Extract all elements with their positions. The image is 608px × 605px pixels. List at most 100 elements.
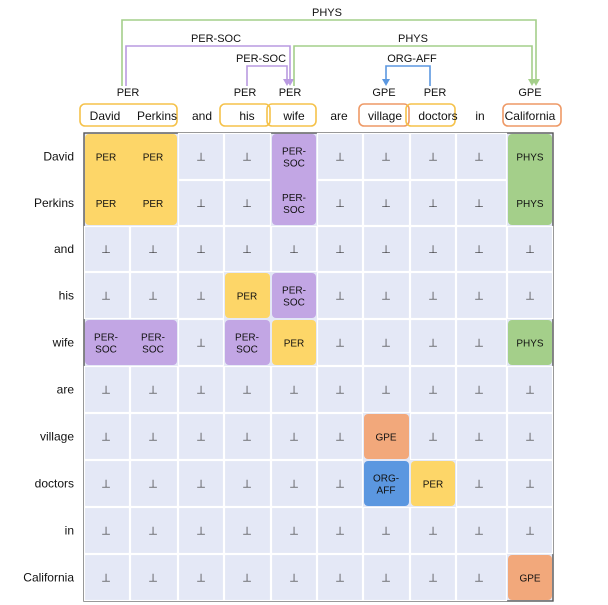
empty-relation-symbol: ⊥ — [101, 291, 111, 303]
empty-relation-symbol: ⊥ — [335, 573, 345, 585]
relation-label: ORG-AFF — [387, 53, 437, 65]
empty-relation-symbol: ⊥ — [428, 198, 438, 210]
relation-label: PER-SOC — [191, 33, 241, 45]
empty-cell — [362, 365, 411, 414]
sentence-word: village — [368, 109, 402, 123]
matrix-row-label: wife — [52, 336, 75, 350]
empty-relation-symbol: ⊥ — [381, 573, 391, 585]
empty-cell — [409, 412, 457, 461]
empty-relation-symbol: ⊥ — [101, 573, 111, 585]
empty-relation-symbol: ⊥ — [101, 244, 111, 256]
matrix-block-per — [411, 461, 455, 506]
empty-cell — [362, 506, 411, 555]
empty-cell — [177, 412, 225, 461]
matrix-cell-label: PER — [143, 199, 164, 210]
empty-relation-symbol: ⊥ — [289, 432, 299, 444]
empty-relation-symbol: ⊥ — [289, 479, 299, 491]
empty-relation-symbol: ⊥ — [525, 385, 535, 397]
empty-relation-symbol: ⊥ — [148, 385, 158, 397]
empty-relation-symbol: ⊥ — [335, 385, 345, 397]
matrix-cell-label: PHYS — [516, 153, 544, 164]
matrix-block-per — [85, 134, 177, 225]
empty-cell — [455, 225, 508, 273]
matrix-row-label: are — [57, 383, 75, 397]
empty-cell — [409, 553, 457, 602]
empty-cell — [316, 225, 364, 273]
empty-relation-symbol: ⊥ — [525, 526, 535, 538]
empty-cell — [83, 271, 131, 320]
empty-cell — [316, 459, 364, 508]
sentence-word: wife — [282, 109, 305, 123]
empty-relation-symbol: ⊥ — [381, 244, 391, 256]
empty-cell — [177, 225, 225, 273]
empty-cell — [129, 412, 179, 461]
matrix-cell-label: PER — [96, 153, 117, 164]
empty-relation-symbol: ⊥ — [428, 526, 438, 538]
empty-cell — [316, 412, 364, 461]
sentence-word: Perkins — [137, 109, 177, 123]
empty-cell — [177, 365, 225, 414]
empty-relation-symbol: ⊥ — [148, 244, 158, 256]
empty-cell — [409, 365, 457, 414]
empty-relation-symbol: ⊥ — [196, 244, 206, 256]
relation-label: PHYS — [398, 33, 428, 45]
empty-cell — [223, 459, 272, 508]
empty-relation-symbol: ⊥ — [428, 152, 438, 164]
empty-cell — [129, 365, 179, 414]
empty-cell — [129, 553, 179, 602]
empty-cell — [270, 412, 318, 461]
empty-cell — [83, 365, 131, 414]
empty-cell — [83, 506, 131, 555]
relation-arc-per-soc: PER-SOC — [236, 53, 291, 86]
matrix-block-phys — [508, 320, 552, 365]
empty-cell — [506, 412, 554, 461]
matrix-row-label: doctors — [35, 477, 74, 491]
empty-cell — [270, 459, 318, 508]
empty-relation-symbol: ⊥ — [335, 338, 345, 350]
empty-relation-symbol: ⊥ — [148, 432, 158, 444]
empty-cell — [223, 132, 272, 181]
empty-cell — [409, 318, 457, 367]
empty-relation-symbol: ⊥ — [242, 573, 252, 585]
empty-relation-symbol: ⊥ — [474, 432, 484, 444]
empty-cell — [455, 365, 508, 414]
matrix-block-per — [225, 273, 270, 318]
empty-cell — [455, 459, 508, 508]
empty-cell — [506, 365, 554, 414]
empty-cell — [455, 318, 508, 367]
matrix-block-per-soc — [272, 273, 316, 318]
entity-type-label: PER — [424, 87, 447, 99]
matrix-cell-label: PER — [423, 480, 444, 491]
matrix-block-per-soc — [85, 320, 177, 365]
empty-relation-symbol: ⊥ — [101, 479, 111, 491]
empty-cell — [223, 412, 272, 461]
entity-type-label: PER — [117, 87, 140, 99]
empty-relation-symbol: ⊥ — [428, 338, 438, 350]
empty-cell — [362, 271, 411, 320]
empty-relation-symbol: ⊥ — [381, 385, 391, 397]
empty-relation-symbol: ⊥ — [381, 338, 391, 350]
empty-cell — [129, 506, 179, 555]
empty-relation-symbol: ⊥ — [148, 573, 158, 585]
empty-relation-symbol: ⊥ — [335, 432, 345, 444]
empty-relation-symbol: ⊥ — [335, 244, 345, 256]
empty-cell — [83, 412, 131, 461]
empty-cell — [455, 412, 508, 461]
empty-cell — [223, 506, 272, 555]
empty-relation-symbol: ⊥ — [381, 152, 391, 164]
empty-cell — [270, 365, 318, 414]
empty-cell — [506, 459, 554, 508]
empty-cell — [129, 225, 179, 273]
empty-cell — [270, 553, 318, 602]
entity-type-label: GPE — [372, 87, 395, 99]
sentence-word: are — [330, 109, 348, 123]
matrix-row-label: California — [23, 571, 74, 585]
empty-relation-symbol: ⊥ — [474, 291, 484, 303]
sentence-words: David Perkins and his wife are village doctors i… — [90, 109, 556, 123]
matrix-row-label: village — [40, 430, 74, 444]
empty-relation-symbol: ⊥ — [525, 244, 535, 256]
empty-relation-symbol: ⊥ — [242, 479, 252, 491]
empty-relation-symbol: ⊥ — [196, 152, 206, 164]
matrix-cell-label: PER-SOC — [235, 333, 259, 356]
empty-relation-symbol: ⊥ — [242, 385, 252, 397]
